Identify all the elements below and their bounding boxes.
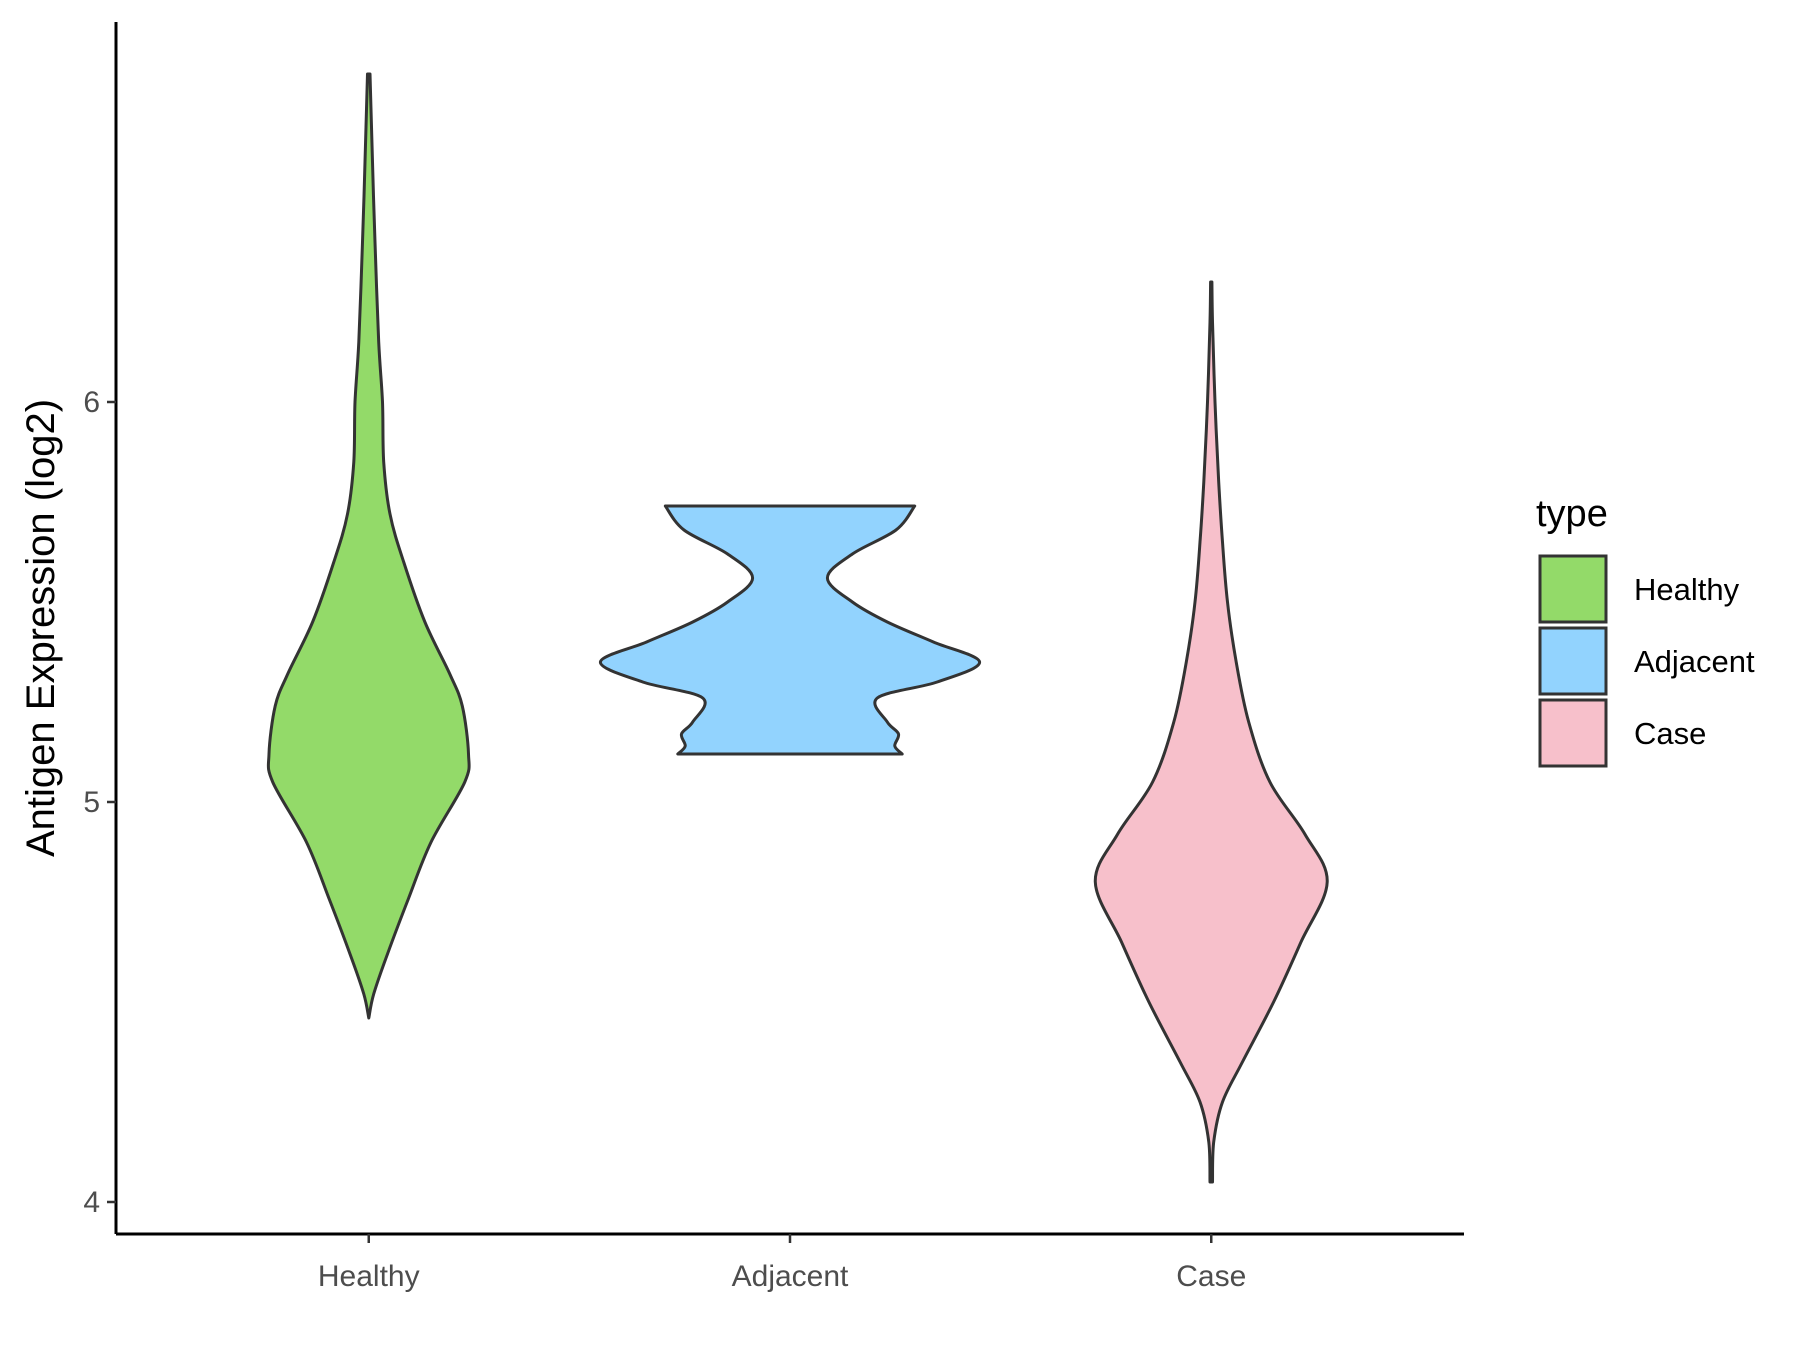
legend-key-healthy (1538, 554, 1608, 624)
legend-title: type (1536, 493, 1608, 535)
legend-label-case: Case (1634, 716, 1706, 751)
legend-label-healthy: Healthy (1634, 572, 1740, 607)
violin-layer (266, 72, 1329, 1184)
y-axis-title: Antigen Expression (log2) (19, 399, 63, 857)
violin-adjacent (598, 504, 982, 756)
legend-key-case (1538, 698, 1608, 768)
y-tick-label: 6 (83, 386, 100, 419)
violin-case (1093, 280, 1329, 1184)
x-ticks: Healthy Adjacent Case (318, 1234, 1246, 1293)
x-tick-label: Case (1176, 1260, 1246, 1293)
legend: type Healthy Adjacent Case (1536, 493, 1755, 768)
y-ticks: 4 5 6 (83, 386, 116, 1219)
x-tick-label: Adjacent (732, 1260, 849, 1293)
legend-key-adjacent (1538, 626, 1608, 696)
y-tick-label: 4 (83, 1186, 100, 1219)
violin-healthy (266, 72, 471, 1020)
legend-items: Healthy Adjacent Case (1538, 554, 1755, 768)
legend-label-adjacent: Adjacent (1634, 644, 1755, 679)
x-tick-label: Healthy (318, 1260, 420, 1293)
y-tick-label: 5 (83, 786, 100, 819)
